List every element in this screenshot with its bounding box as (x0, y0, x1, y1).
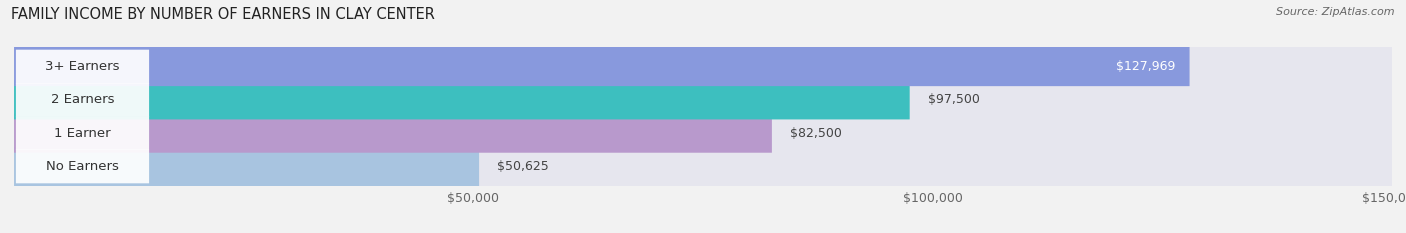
FancyBboxPatch shape (15, 50, 149, 83)
FancyBboxPatch shape (15, 150, 149, 183)
FancyBboxPatch shape (14, 80, 1392, 120)
Text: 1 Earner: 1 Earner (55, 127, 111, 140)
FancyBboxPatch shape (14, 113, 772, 153)
Text: $97,500: $97,500 (928, 93, 980, 106)
FancyBboxPatch shape (14, 80, 910, 120)
Text: $50,625: $50,625 (498, 160, 550, 173)
Text: No Earners: No Earners (46, 160, 120, 173)
Text: $82,500: $82,500 (790, 127, 842, 140)
FancyBboxPatch shape (14, 147, 1392, 186)
FancyBboxPatch shape (14, 147, 479, 186)
Text: 2 Earners: 2 Earners (51, 93, 114, 106)
FancyBboxPatch shape (15, 116, 149, 150)
FancyBboxPatch shape (14, 47, 1189, 86)
Text: $127,969: $127,969 (1116, 60, 1175, 73)
FancyBboxPatch shape (14, 47, 1392, 86)
Text: 3+ Earners: 3+ Earners (45, 60, 120, 73)
Text: FAMILY INCOME BY NUMBER OF EARNERS IN CLAY CENTER: FAMILY INCOME BY NUMBER OF EARNERS IN CL… (11, 7, 434, 22)
FancyBboxPatch shape (14, 113, 1392, 153)
Text: Source: ZipAtlas.com: Source: ZipAtlas.com (1277, 7, 1395, 17)
FancyBboxPatch shape (15, 83, 149, 117)
